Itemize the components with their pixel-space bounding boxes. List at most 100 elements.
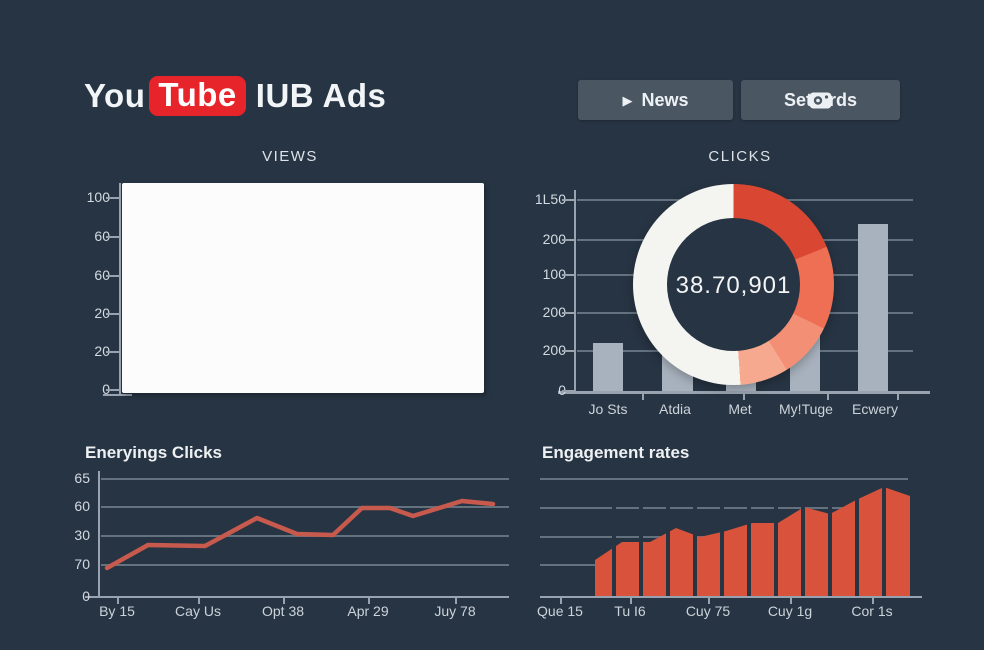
eneryings-baseline: [85, 596, 509, 598]
y-tick-label: 100: [86, 189, 110, 205]
y-tick-label: 60: [94, 267, 110, 283]
x-tick-mark: [872, 598, 874, 604]
y-tick-mark: [562, 312, 575, 314]
y-tick-label: 20: [94, 305, 110, 321]
x-tick-mark: [642, 394, 644, 400]
eneryings-y-axis-line: [98, 471, 100, 598]
logo-you-text: You: [84, 77, 146, 115]
x-tick-mark: [630, 598, 632, 604]
y-tick-label: 200: [542, 342, 566, 358]
engagement-area-chart: [595, 482, 910, 597]
y-tick-label: 20: [94, 343, 110, 359]
engagement-baseline: [540, 596, 922, 598]
x-tick-mark: [117, 598, 119, 604]
x-tick-mark: [708, 598, 710, 604]
bar-gap-slit: [882, 482, 886, 597]
bar-gap-slit: [612, 482, 616, 597]
x-tick-label: Met: [728, 401, 752, 417]
clicks-total-value: 38.70,901: [675, 272, 792, 299]
x-tick-mark: [743, 394, 745, 400]
views-y-axis-line: [119, 183, 121, 396]
news-button-label: News: [641, 89, 689, 110]
y-tick-mark: [562, 199, 575, 201]
gridline: [101, 564, 509, 566]
y-tick-label: 70: [74, 556, 90, 572]
settords-button[interactable]: Settords: [741, 80, 900, 120]
y-tick-label: 0: [510, 382, 566, 398]
y-tick-mark: [106, 197, 120, 199]
gridline: [101, 478, 509, 480]
clicks-bar: [593, 343, 623, 392]
y-tick-label: 30: [74, 527, 90, 543]
clicks-donut-hole: [667, 218, 800, 351]
views-baseline: [103, 394, 132, 396]
y-tick-label: 65: [74, 470, 90, 486]
x-tick-label: Ecwery: [852, 401, 898, 417]
y-tick-mark: [106, 351, 120, 353]
line-series: [104, 498, 496, 571]
bar-gap-slit: [828, 482, 832, 597]
x-tick-mark: [790, 598, 792, 604]
bar-gap-slit: [639, 482, 643, 597]
play-icon: ▶: [622, 92, 633, 108]
x-tick-label: Jo Sts: [588, 401, 628, 417]
x-tick-label: Cuy 75: [685, 603, 731, 619]
bar-gap-slit: [774, 482, 778, 597]
bar-gap-slit: [720, 482, 724, 597]
youtube-logo: You Tube IUB Ads: [84, 76, 387, 117]
y-tick-mark: [106, 236, 120, 238]
x-tick-label: Juy 78: [434, 603, 476, 619]
y-tick-label: 60: [94, 228, 110, 244]
eneryings-clicks-title: Eneryings Clicks: [85, 443, 223, 462]
y-tick-label: 1L50: [534, 191, 566, 207]
x-tick-label: Opt 38: [261, 603, 305, 619]
views-chart-title: VIEWS: [262, 148, 318, 165]
eneryings-line-chart: [104, 498, 496, 571]
gridline: [101, 506, 509, 508]
app-title: IUB Ads: [255, 77, 387, 115]
x-tick-label: Cuy 1g: [767, 603, 813, 619]
x-tick-label: My!Tuge: [779, 401, 833, 417]
y-tick-label: 0: [82, 588, 90, 604]
views-plot-area: [122, 183, 484, 393]
bar-gap-slit: [747, 482, 751, 597]
y-tick-label: 0: [54, 381, 110, 397]
bar-gap-slit: [801, 482, 805, 597]
clicks-chart-title: CLICKS: [708, 148, 772, 165]
x-tick-label: Atdia: [659, 401, 691, 417]
camera-icon: [809, 92, 832, 108]
x-tick-label: Cor 1s: [851, 603, 893, 619]
x-tick-label: Apr 29: [347, 603, 389, 619]
y-tick-mark: [562, 390, 575, 392]
y-tick-mark: [106, 275, 120, 277]
clicks-baseline: [558, 391, 930, 394]
y-tick-mark: [562, 239, 575, 241]
x-tick-mark: [560, 598, 562, 604]
y-tick-label: 200: [542, 304, 566, 320]
x-tick-label: Cay Us: [175, 603, 221, 619]
bar-gap-slit: [693, 482, 697, 597]
gridline: [540, 478, 908, 480]
x-tick-mark: [368, 598, 370, 604]
x-tick-label: By 15: [99, 603, 135, 619]
engagement-rates-title: Engagement rates: [542, 443, 690, 462]
logo-tube-badge: Tube: [149, 76, 246, 117]
x-tick-mark: [198, 598, 200, 604]
y-tick-label: 60: [74, 498, 90, 514]
clicks-bar: [858, 224, 888, 392]
news-button[interactable]: ▶ News: [578, 80, 733, 120]
bar-gap-slit: [666, 482, 670, 597]
y-tick-label: 100: [542, 266, 566, 282]
x-tick-mark: [455, 598, 457, 604]
y-tick-mark: [562, 274, 575, 276]
bar-gap-slit: [855, 482, 859, 597]
y-tick-mark: [106, 389, 120, 391]
x-tick-label: Tu I6: [614, 603, 646, 619]
y-tick-mark: [562, 350, 575, 352]
y-tick-label: 200: [542, 231, 566, 247]
x-tick-mark: [827, 394, 829, 400]
x-tick-mark: [897, 394, 899, 400]
x-tick-label: Que 15: [537, 603, 583, 619]
y-tick-mark: [106, 313, 120, 315]
